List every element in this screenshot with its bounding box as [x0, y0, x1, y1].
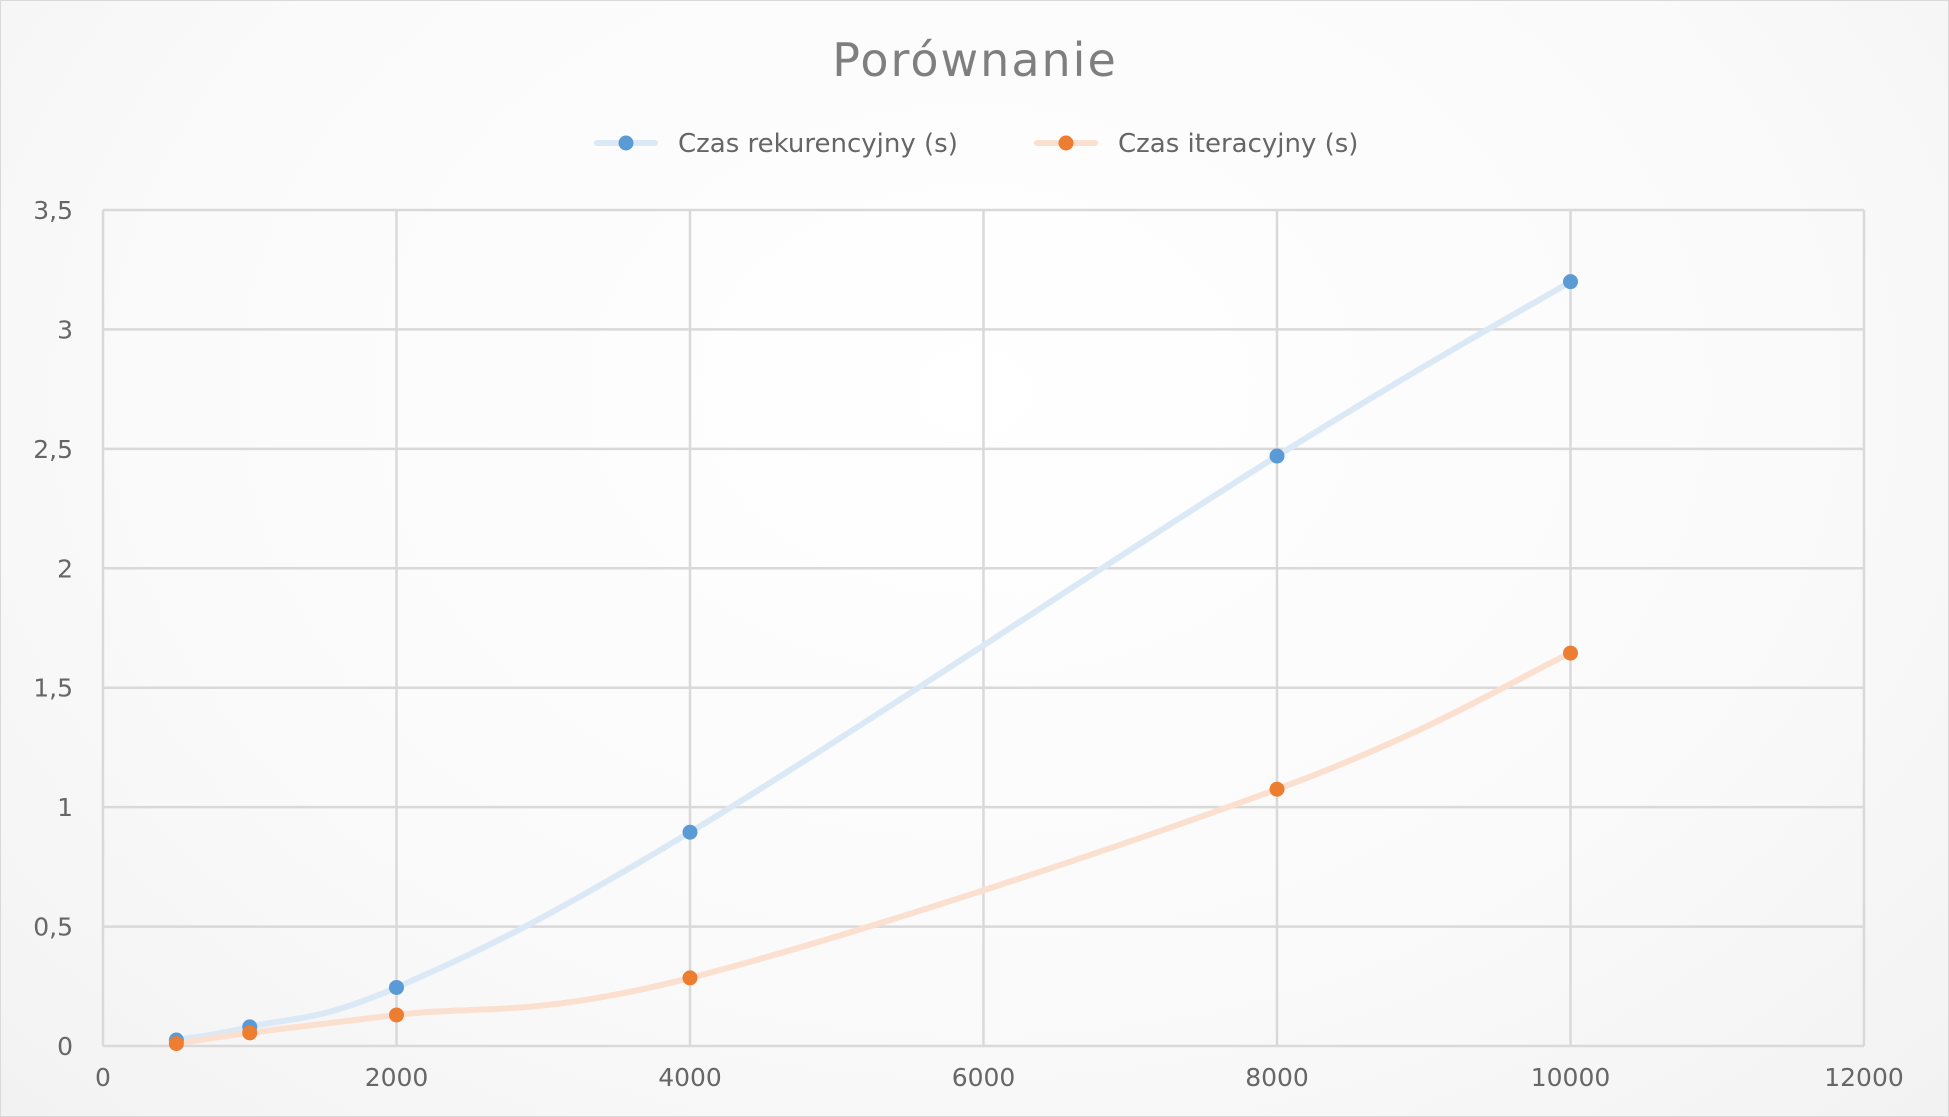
data-point: [389, 1007, 404, 1023]
legend: Czas rekurencyjny (s) Czas iteracyjny (s): [594, 129, 1358, 159]
series-markers: [168, 274, 1578, 1052]
data-point: [242, 1025, 258, 1041]
x-tick-label: 0: [95, 1063, 111, 1092]
x-tick-label: 6000: [952, 1063, 1016, 1092]
x-tick-label: 12000: [1824, 1063, 1904, 1092]
y-axis-ticks: 0 0,5 1 1,5 2 2,5 3 3,5: [33, 196, 73, 1061]
y-tick-label: 0,5: [33, 913, 73, 942]
data-point: [682, 824, 698, 840]
legend-entry-label: Czas rekurencyjny (s): [678, 129, 958, 159]
legend-swatch-marker: [1058, 135, 1074, 151]
series-lines: [173, 278, 1574, 1047]
chart-title: Porównanie: [832, 33, 1118, 87]
y-tick-label: 1,5: [33, 674, 73, 703]
data-point: [1563, 274, 1578, 290]
data-point: [168, 1036, 184, 1052]
series-line-1: [173, 650, 1574, 1047]
data-point: [1269, 448, 1285, 464]
data-point: [389, 979, 404, 995]
x-tick-label: 8000: [1245, 1063, 1309, 1092]
legend-swatch-marker: [618, 135, 634, 151]
data-point: [1563, 645, 1578, 661]
x-tick-label: 10000: [1531, 1063, 1611, 1092]
series-line-0: [173, 278, 1574, 1044]
y-tick-label: 2,5: [33, 435, 73, 464]
y-tick-label: 3: [57, 315, 73, 344]
y-tick-label: 2: [57, 554, 73, 583]
y-tick-label: 0: [57, 1032, 73, 1061]
x-tick-label: 4000: [658, 1063, 722, 1092]
y-tick-label: 1: [57, 793, 73, 822]
data-point: [1269, 781, 1285, 797]
x-tick-label: 2000: [365, 1063, 429, 1092]
y-tick-label: 3,5: [33, 196, 73, 225]
x-axis-ticks: 0 2000 4000 6000 8000 10000 12000: [95, 1063, 1904, 1092]
legend-entry-label: Czas iteracyjny (s): [1118, 129, 1358, 159]
grid: [101, 208, 1866, 1048]
data-point: [682, 970, 698, 986]
